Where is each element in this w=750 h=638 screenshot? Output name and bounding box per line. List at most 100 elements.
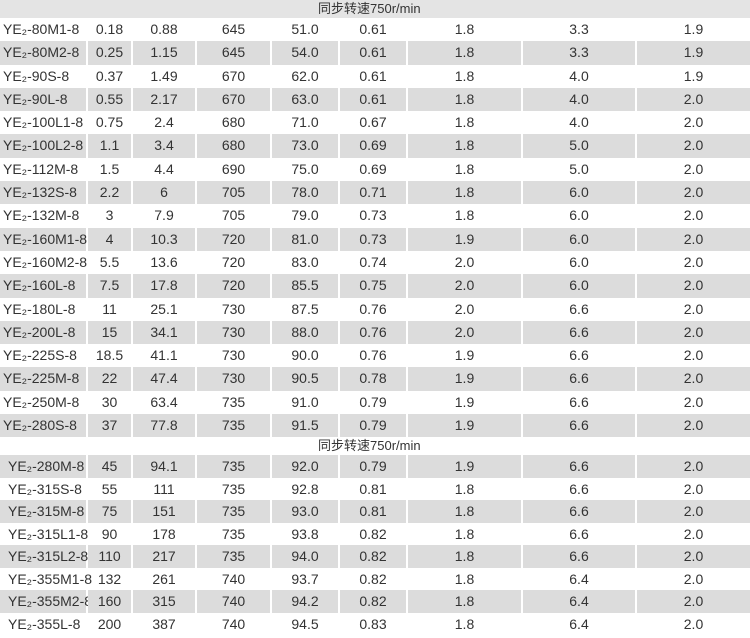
value-cell: 735 — [197, 414, 272, 438]
table-row: YE₂-225M-8 22 47.4 730 90.5 0.78 1.9 6.6 2.0 — [0, 367, 750, 391]
value-cell: 0.55 — [88, 87, 133, 112]
value-cell: 2.0 — [637, 274, 750, 298]
value-cell: 87.5 — [272, 297, 340, 321]
value-cell: 2.0 — [683, 393, 704, 410]
value-cell: 6.0 — [523, 250, 637, 275]
value-cell: 0.78 — [340, 367, 408, 391]
value-cell: 34.1 — [133, 320, 197, 345]
value-cell: 94.0 — [272, 545, 340, 568]
value-cell: 740 — [197, 612, 272, 636]
value-cell: 1.8 — [408, 157, 523, 182]
value-cell: 2.0 — [683, 160, 704, 177]
value-cell: 1.15 — [133, 41, 197, 65]
model-cell: YE₂-315L1-8 — [0, 522, 88, 546]
table-row: YE₂-90L-8 0.55 2.17 670 63.0 0.61 1.8 4.0 2.0 — [0, 87, 750, 112]
value-cell: 6.6 — [523, 320, 637, 345]
value-cell: 0.61 — [340, 64, 408, 88]
table-row: YE₂-280S-8 37 77.8 735 91.5 0.79 1.9 6.6 2.0 — [0, 414, 750, 438]
value-cell: 387 — [133, 612, 197, 636]
value-cell: 90.0 — [272, 344, 340, 368]
value-cell: 1.8 — [408, 111, 523, 135]
value-cell: 0.61 — [340, 41, 408, 65]
value-cell: 111 — [133, 477, 197, 501]
value-cell: 88.0 — [272, 320, 340, 345]
value-cell: 4.0 — [523, 87, 637, 112]
value-cell: 705 — [197, 181, 272, 205]
value-cell: 6.6 — [523, 344, 637, 368]
value-cell: 1.9 — [408, 414, 523, 438]
model-cell: YE₂-90L-8 — [0, 87, 88, 112]
section-title: 同步转速750r/min — [318, 438, 421, 454]
value-cell: 0.81 — [340, 477, 408, 501]
value-cell: 178 — [133, 522, 197, 546]
value-cell: 0.69 — [340, 134, 408, 158]
model-cell: YE₂-225S-8 — [0, 344, 88, 368]
value-cell: 680 — [197, 134, 272, 158]
model-cell: YE₂-180L-8 — [0, 297, 88, 321]
value-cell: 0.25 — [88, 41, 133, 65]
value-cell: 720 — [197, 227, 272, 251]
value-cell: 2.0 — [683, 347, 704, 364]
value-cell: 63.4 — [133, 390, 197, 415]
value-cell: 2.0 — [637, 87, 750, 112]
value-cell: 720 — [197, 250, 272, 275]
value-cell: 6.6 — [523, 390, 637, 415]
value-cell: 2.0 — [408, 274, 523, 298]
value-cell: 25.1 — [133, 297, 197, 321]
value-cell: 6.6 — [523, 477, 637, 501]
value-cell: 0.82 — [340, 567, 408, 591]
model-cell: YE₂-132M-8 — [0, 204, 88, 228]
value-cell: 5.5 — [88, 250, 133, 275]
value-cell: 110 — [88, 545, 133, 568]
value-cell: 22 — [88, 367, 133, 391]
value-cell: 6.6 — [523, 545, 637, 568]
value-cell: 670 — [197, 64, 272, 88]
value-cell: 2.0 — [683, 480, 704, 497]
value-cell: 6.0 — [523, 181, 637, 205]
value-cell: 1.9 — [408, 227, 523, 251]
value-cell: 75 — [88, 500, 133, 523]
value-cell: 55 — [88, 477, 133, 501]
value-cell: 217 — [133, 545, 197, 568]
value-cell: 3 — [88, 204, 133, 228]
value-cell: 1.9 — [408, 344, 523, 368]
value-cell: 7.5 — [88, 274, 133, 298]
value-cell: 6.6 — [523, 367, 637, 391]
table-row: YE₂-355L-8 200 387 740 94.5 0.83 1.8 6.4 2.0 — [0, 612, 750, 636]
value-cell: 730 — [197, 297, 272, 321]
value-cell: 90.5 — [272, 367, 340, 391]
value-cell: 4.0 — [523, 111, 637, 135]
model-cell: YE₂-315M-8 — [0, 500, 88, 523]
value-cell: 1.8 — [408, 64, 523, 88]
value-cell: 0.73 — [340, 204, 408, 228]
value-cell: 160 — [88, 590, 133, 613]
table-row: YE₂-132M-8 3 7.9 705 79.0 0.73 1.8 6.0 2.0 — [0, 204, 750, 228]
section-title: 同步转速750r/min — [318, 1, 421, 16]
value-cell: 0.61 — [340, 18, 408, 42]
value-cell: 1.8 — [408, 545, 523, 568]
model-cell: YE₂-132S-8 — [0, 181, 88, 205]
value-cell: 740 — [197, 567, 272, 591]
value-cell: 0.37 — [88, 64, 133, 88]
value-cell: 705 — [197, 204, 272, 228]
value-cell: 1.9 — [408, 367, 523, 391]
model-cell: YE₂-112M-8 — [0, 157, 88, 182]
value-cell: 5.0 — [523, 157, 637, 182]
value-cell: 0.79 — [340, 390, 408, 415]
value-cell: 0.76 — [340, 297, 408, 321]
table-row: YE₂-160M2-8 5.5 13.6 720 83.0 0.74 2.0 6.0 2.0 — [0, 250, 750, 275]
section-2-rows: YE₂-280M-8 45 94.1 735 92.0 0.79 1.9 6.6 2.0 YE₂-… — [0, 455, 750, 636]
value-cell: 2.0 — [637, 181, 750, 205]
value-cell: 93.0 — [272, 500, 340, 523]
value-cell: 2.0 — [637, 455, 750, 478]
value-cell: 2.17 — [133, 87, 197, 112]
value-cell: 6.4 — [523, 612, 637, 636]
value-cell: 2.0 — [683, 253, 704, 270]
value-cell: 79.0 — [272, 204, 340, 228]
value-cell: 1.8 — [408, 500, 523, 523]
table-row: YE₂-80M2-8 0.25 1.15 645 54.0 0.61 1.8 3.3 1.9 — [0, 41, 750, 65]
value-cell: 6.0 — [523, 204, 637, 228]
value-cell: 2.0 — [637, 500, 750, 523]
model-cell: YE₂-355M2-8 — [0, 590, 92, 613]
value-cell: 93.8 — [272, 522, 340, 546]
